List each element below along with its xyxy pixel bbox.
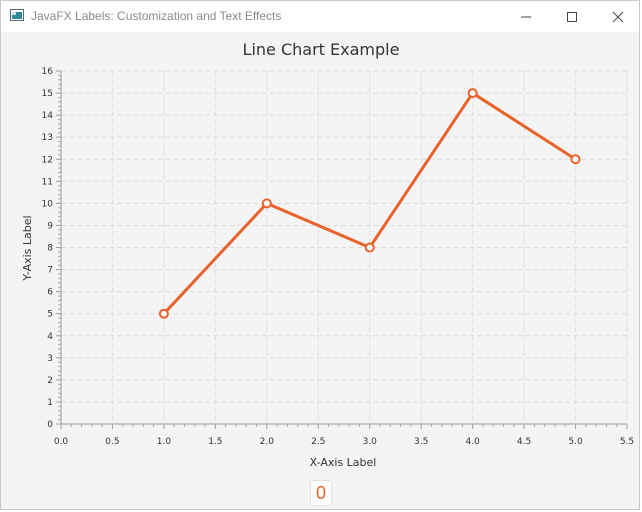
y-tick-label: 2	[47, 376, 53, 386]
y-tick-label: 3	[47, 354, 53, 364]
chart-series	[158, 88, 581, 319]
x-tick-label: 0.0	[54, 437, 69, 447]
x-tick-label: 2.0	[260, 437, 275, 447]
y-tick-label: 10	[42, 199, 54, 209]
maximize-icon	[567, 11, 577, 22]
x-tick-label: 5.5	[620, 437, 634, 447]
y-axis-label: Y-Axis Label	[21, 215, 34, 281]
java-app-icon	[10, 9, 24, 21]
y-tick-label: 15	[42, 89, 53, 99]
y-tick-label: 11	[42, 177, 53, 187]
line-chart: Line Chart Example 0.0 0.5 1.0 1.5 2.0 2.5 3.0…	[21, 40, 635, 469]
y-tick-label: 1	[47, 398, 53, 408]
chart-axes: 0.0 0.5 1.0 1.5 2.0 2.5 3.0 3.5 4.0 4.5 5.0 5.50123…	[42, 67, 635, 447]
data-point	[467, 88, 478, 99]
data-point	[158, 308, 169, 319]
x-tick-label: 1.5	[208, 437, 222, 447]
y-tick-label: 8	[47, 244, 53, 254]
y-tick-label: 5	[47, 310, 53, 320]
y-tick-label: 16	[42, 67, 54, 77]
x-tick-label: 3.5	[414, 437, 428, 447]
y-tick-label: 6	[47, 288, 53, 298]
y-tick-label: 12	[42, 155, 53, 165]
close-button[interactable]	[595, 1, 641, 32]
x-tick-label: 3.0	[363, 437, 378, 447]
y-tick-label: 9	[47, 221, 53, 231]
close-icon	[612, 11, 624, 22]
y-tick-label: 4	[47, 332, 53, 342]
y-tick-label: 13	[42, 133, 53, 143]
window-title: JavaFX Labels: Customization and Text Ef…	[31, 9, 282, 23]
chart-grid	[61, 70, 628, 424]
y-tick-label: 14	[42, 111, 54, 121]
x-tick-label: 4.0	[465, 437, 480, 447]
data-point	[364, 242, 375, 253]
counter-value: 0	[315, 482, 326, 503]
x-tick-label: 4.5	[517, 437, 531, 447]
counter-label: 0	[310, 480, 332, 506]
data-point	[570, 154, 581, 165]
data-point	[261, 198, 272, 209]
x-tick-label: 5.0	[568, 437, 583, 447]
x-axis-label: X-Axis Label	[310, 456, 377, 469]
chart-title: Line Chart Example	[243, 40, 400, 59]
x-tick-label: 2.5	[311, 437, 325, 447]
x-tick-label: 1.0	[157, 437, 172, 447]
maximize-button[interactable]	[549, 1, 595, 32]
y-tick-label: 7	[47, 266, 53, 276]
title-bar[interactable]: JavaFX Labels: Customization and Text Ef…	[1, 1, 639, 32]
x-tick-label: 0.5	[105, 437, 119, 447]
minimize-icon	[521, 16, 531, 17]
minimize-button[interactable]	[503, 1, 549, 32]
y-tick-label: 0	[47, 420, 53, 430]
